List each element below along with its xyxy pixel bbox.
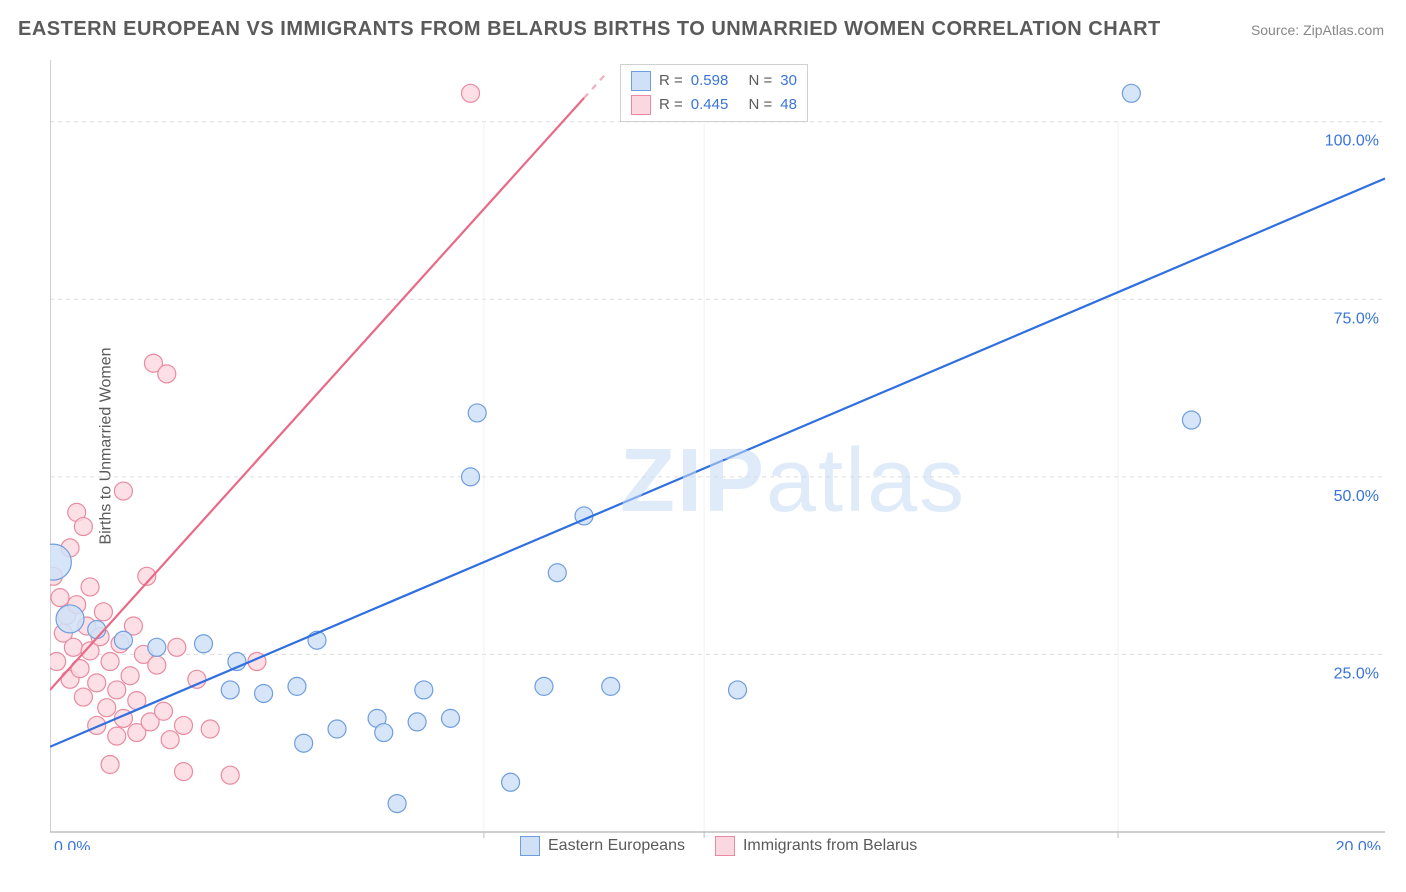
svg-text:25.0%: 25.0% (1334, 665, 1379, 682)
r-value-series-0: 0.598 (691, 69, 729, 93)
swatch-series-1 (631, 95, 651, 115)
r-value-series-1: 0.445 (691, 93, 729, 117)
chart-container: EASTERN EUROPEAN VS IMMIGRANTS FROM BELA… (0, 0, 1406, 892)
legend-item-series-0: Eastern Europeans (520, 836, 685, 856)
r-label: R = (659, 93, 683, 117)
svg-text:50.0%: 50.0% (1334, 488, 1379, 505)
n-value-series-0: 30 (780, 69, 797, 93)
n-label: N = (748, 69, 772, 93)
svg-text:100.0%: 100.0% (1325, 133, 1379, 150)
svg-text:0.0%: 0.0% (54, 839, 90, 850)
legend-series-names: Eastern Europeans Immigrants from Belaru… (520, 836, 917, 856)
scatter-chart-svg: 25.0% 50.0% 75.0% 100.0% 0.0% 20.0% (50, 60, 1390, 850)
plot-area: 25.0%50.0%75.0%100.0%0.0%20.0% ZIPatlas … (50, 60, 1390, 850)
svg-text:20.0%: 20.0% (1336, 839, 1381, 850)
r-label: R = (659, 69, 683, 93)
swatch-series-0 (520, 836, 540, 856)
legend-correlation-box: R = 0.598 N = 30 R = 0.445 N = 48 (620, 64, 808, 122)
series-name-0: Eastern Europeans (548, 837, 685, 855)
legend-row-series-1: R = 0.445 N = 48 (631, 93, 797, 117)
series-name-1: Immigrants from Belarus (743, 837, 917, 855)
legend-row-series-0: R = 0.598 N = 30 (631, 69, 797, 93)
legend-item-series-1: Immigrants from Belarus (715, 836, 917, 856)
swatch-series-0 (631, 71, 651, 91)
swatch-series-1 (715, 836, 735, 856)
svg-text:75.0%: 75.0% (1334, 310, 1379, 327)
source-attribution: Source: ZipAtlas.com (1251, 22, 1384, 38)
n-value-series-1: 48 (780, 93, 797, 117)
chart-title: EASTERN EUROPEAN VS IMMIGRANTS FROM BELA… (18, 18, 1161, 41)
n-label: N = (748, 93, 772, 117)
